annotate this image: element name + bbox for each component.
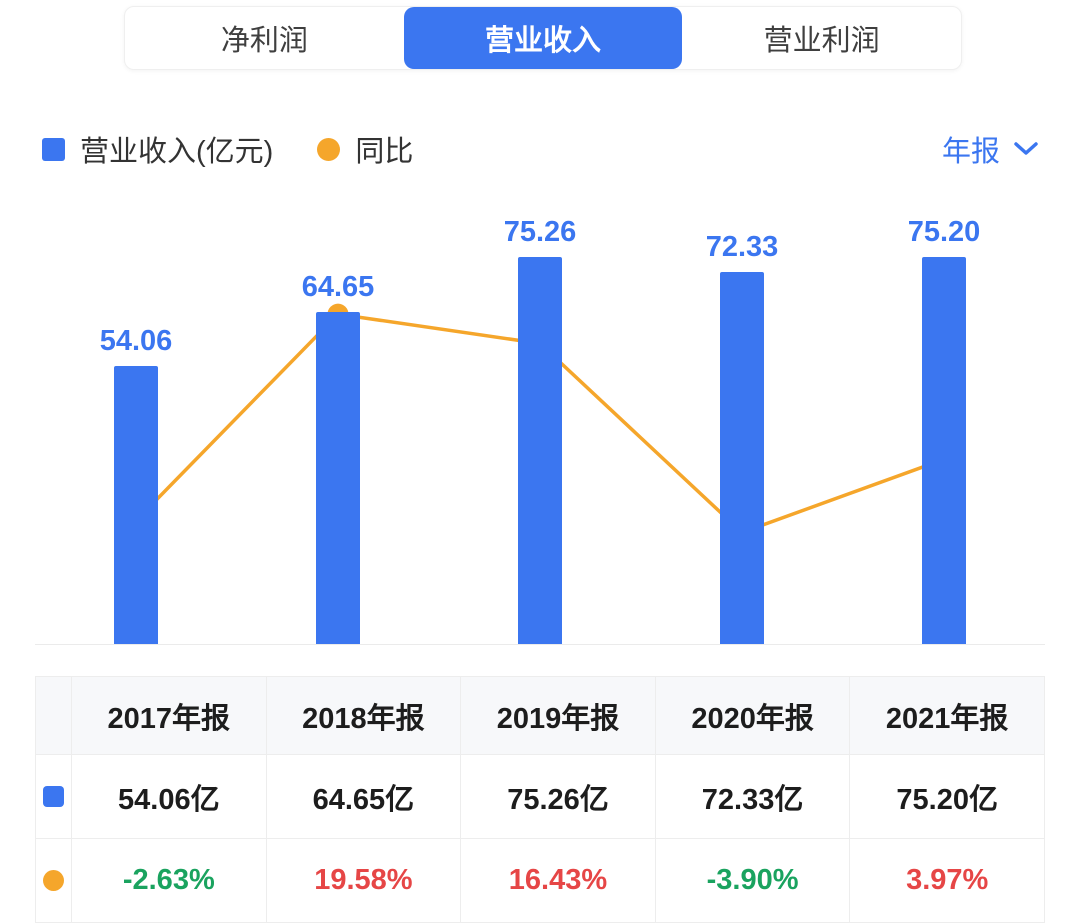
period-select[interactable]: 年报 (942, 128, 1040, 170)
bar-series-icon-cell (35, 754, 72, 839)
table-cell: 75.26亿 (460, 754, 656, 839)
table-header-row: 2017年报 2018年报 2019年报 2020年报 2021年报 (35, 676, 1045, 755)
bar-value-label: 75.26 (503, 216, 577, 249)
table-cell: 19.58% (265, 838, 462, 923)
table-row: -2.63% 19.58% 16.43% -3.90% 3.97% (35, 838, 1045, 923)
bar-value-label: 75.20 (907, 216, 981, 249)
bar-2020年报[interactable] (720, 272, 764, 644)
bar-2018年报[interactable] (316, 311, 360, 644)
legend-row: 营业收入(亿元) 同比 年报 (42, 130, 1040, 168)
tab-operating-profit[interactable]: 营业利润 (763, 25, 880, 57)
table-column-header-4: 2021年报 (849, 676, 1045, 755)
table-cell: 54.06亿 (71, 754, 267, 839)
table-cell: -3.90% (654, 838, 851, 923)
line-series-icon-cell (35, 838, 72, 923)
tab-net-profit[interactable]: 净利润 (220, 25, 308, 57)
bar-value-label: 54.06 (99, 325, 173, 358)
line-legend-label: 同比 (355, 136, 414, 168)
line-legend-icon (317, 137, 341, 161)
table-header-icon-cell (35, 676, 72, 755)
data-table: 2017年报 2018年报 2019年报 2020年报 2021年报 54.06亿 64.6… (35, 676, 1045, 923)
chevron-down-icon (1014, 142, 1038, 155)
data-table-wrap: 2017年报 2018年报 2019年报 2020年报 2021年报 54.06亿 64.6… (35, 676, 1045, 923)
bar-series-icon (43, 786, 64, 807)
tab-bar: 净利润 营业收入 营业利润 (124, 6, 962, 70)
bar-value-label: 72.33 (705, 231, 779, 264)
bar-line-chart: 54.06 64.65 75.26 72.33 75.20 (35, 208, 1045, 645)
table-row: 54.06亿 64.65亿 75.26亿 72.33亿 75.20亿 (35, 754, 1045, 839)
bar-value-label: 64.65 (301, 270, 375, 303)
tab-revenue[interactable]: 营业收入 (403, 7, 683, 69)
table-cell: -2.63% (71, 838, 267, 923)
table-column-header-2: 2019年报 (460, 676, 656, 755)
bar-2021年报[interactable] (922, 257, 966, 644)
table-column-header-1: 2018年报 (265, 676, 462, 755)
period-select-label: 年报 (941, 136, 1000, 168)
table-cell: 64.65亿 (265, 754, 462, 839)
bar-legend-icon (42, 137, 65, 161)
table-column-header-3: 2020年报 (654, 676, 851, 755)
bar-2017年报[interactable] (114, 366, 158, 644)
bar-legend-label: 营业收入(亿元) (80, 136, 274, 168)
table-cell: 72.33亿 (654, 754, 851, 839)
bar-2019年报[interactable] (518, 257, 562, 644)
table-cell: 3.97% (849, 838, 1045, 923)
table-cell: 75.20亿 (849, 754, 1045, 839)
table-column-header-0: 2017年报 (71, 676, 267, 755)
line-series-icon (43, 870, 64, 891)
table-cell: 16.43% (460, 838, 656, 923)
